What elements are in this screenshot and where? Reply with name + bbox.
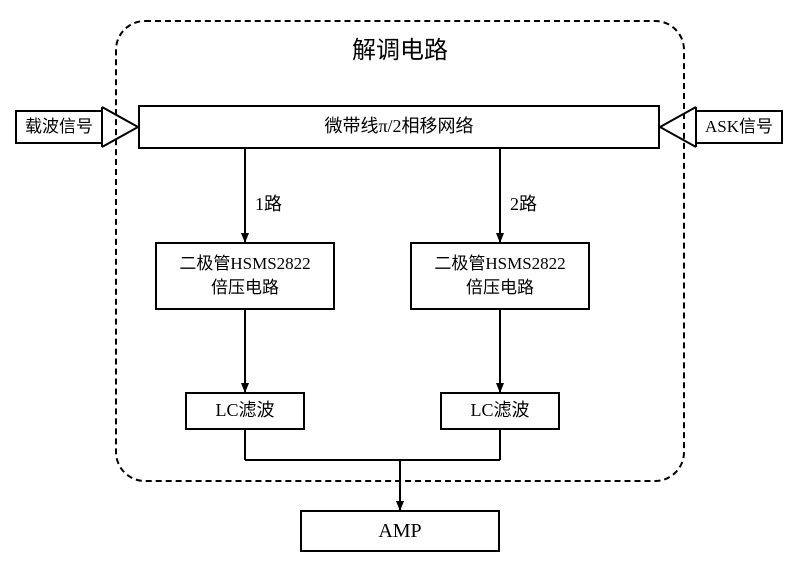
lc-left-label: LC滤波 <box>215 398 274 423</box>
ask-signal-label: ASK信号 <box>705 115 773 139</box>
carrier-signal-label: 载波信号 <box>25 115 93 139</box>
diagram-title: 解调电路 <box>300 30 500 65</box>
merge-to-amp <box>245 430 500 510</box>
phase-shift-network-label: 微带线π/2相移网络 <box>324 114 473 139</box>
amp-label: AMP <box>378 517 421 545</box>
diode-left-line1: 二极管HSMS2822 <box>179 252 310 276</box>
diode-voltage-doubler-right: 二极管HSMS2822 倍压电路 <box>410 242 590 310</box>
diode-voltage-doubler-left: 二极管HSMS2822 倍压电路 <box>155 242 335 310</box>
ask-signal-input: ASK信号 <box>695 110 783 144</box>
carrier-signal-input: 载波信号 <box>15 110 103 144</box>
path-2-label: 2路 <box>510 190 537 216</box>
phase-shift-network-block: 微带线π/2相移网络 <box>138 105 660 149</box>
left-input-arrow <box>102 107 138 147</box>
diode-right-line1: 二极管HSMS2822 <box>434 252 565 276</box>
diode-left-line2: 倍压电路 <box>211 276 279 300</box>
connector-overlay <box>0 0 800 577</box>
right-input-arrow <box>660 107 696 147</box>
amp-block: AMP <box>300 510 500 552</box>
path-1-label: 1路 <box>255 190 282 216</box>
lc-filter-left: LC滤波 <box>185 392 305 430</box>
diode-right-line2: 倍压电路 <box>466 276 534 300</box>
lc-filter-right: LC滤波 <box>440 392 560 430</box>
lc-right-label: LC滤波 <box>470 398 529 423</box>
